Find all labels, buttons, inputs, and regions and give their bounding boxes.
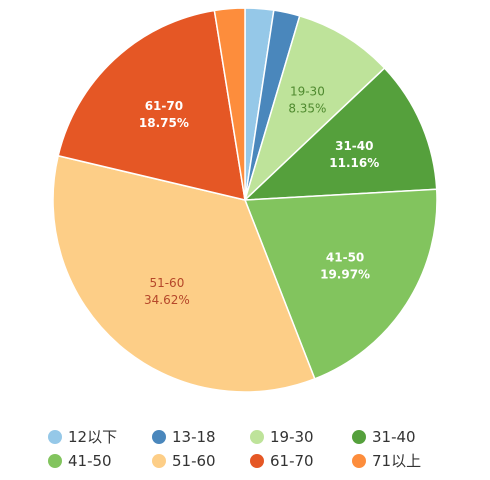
slice-label-name: 61-70: [145, 99, 183, 113]
slice-label-percent: 11.16%: [329, 156, 379, 170]
legend-swatch: [250, 454, 264, 468]
pie-slices: [52, 7, 438, 393]
legend: 12以下 13-18 19-30 31-40 41-50 51-60 61-70 71以上: [48, 428, 421, 470]
slice-label-percent: 8.35%: [288, 102, 326, 116]
legend-swatch: [152, 454, 166, 468]
slice-label-percent: 19.97%: [320, 267, 370, 281]
slice-label-name: 41-50: [326, 250, 364, 264]
slice-label-name: 31-40: [335, 139, 373, 153]
legend-item[interactable]: 61-70: [250, 452, 314, 470]
legend-label: 13-18: [172, 428, 216, 446]
pie-slice-61-70: [57, 9, 246, 201]
legend-swatch: [152, 430, 166, 444]
legend-label: 71以上: [372, 452, 421, 470]
legend-swatch: [250, 430, 264, 444]
legend-swatch: [352, 430, 366, 444]
legend-label: 19-30: [270, 428, 314, 446]
legend-item[interactable]: 13-18: [152, 428, 216, 446]
legend-swatch: [352, 454, 366, 468]
legend-label: 61-70: [270, 452, 314, 470]
legend-item[interactable]: 51-60: [152, 452, 216, 470]
legend-item[interactable]: 41-50: [48, 452, 112, 470]
pie-slice-31-40: [242, 67, 438, 201]
legend-label: 51-60: [172, 452, 216, 470]
legend-swatch: [48, 430, 62, 444]
slice-label-percent: 34.62%: [144, 293, 190, 307]
legend-label: 12以下: [68, 428, 117, 446]
legend-item[interactable]: 12以下: [48, 428, 117, 446]
pie-slice-71以上: [213, 7, 246, 201]
pie-slice-51-60: [52, 154, 316, 393]
slice-labels: 19-30 8.35% 31-40 11.16% 41-50 19.97% 51-60 34.…: [139, 85, 379, 307]
slice-label-name: 51-60: [149, 276, 184, 290]
slice-label-name: 19-30: [290, 85, 325, 99]
legend-item[interactable]: 31-40: [352, 428, 416, 446]
legend-swatch: [48, 454, 62, 468]
legend-label: 41-50: [68, 452, 112, 470]
slice-label-percent: 18.75%: [139, 116, 189, 130]
pie-slice-41-50: [243, 188, 438, 380]
pie-slice-19-30: [243, 15, 386, 203]
legend-item[interactable]: 71以上: [352, 452, 421, 470]
legend-label: 31-40: [372, 428, 416, 446]
legend-item[interactable]: 19-30: [250, 428, 314, 446]
